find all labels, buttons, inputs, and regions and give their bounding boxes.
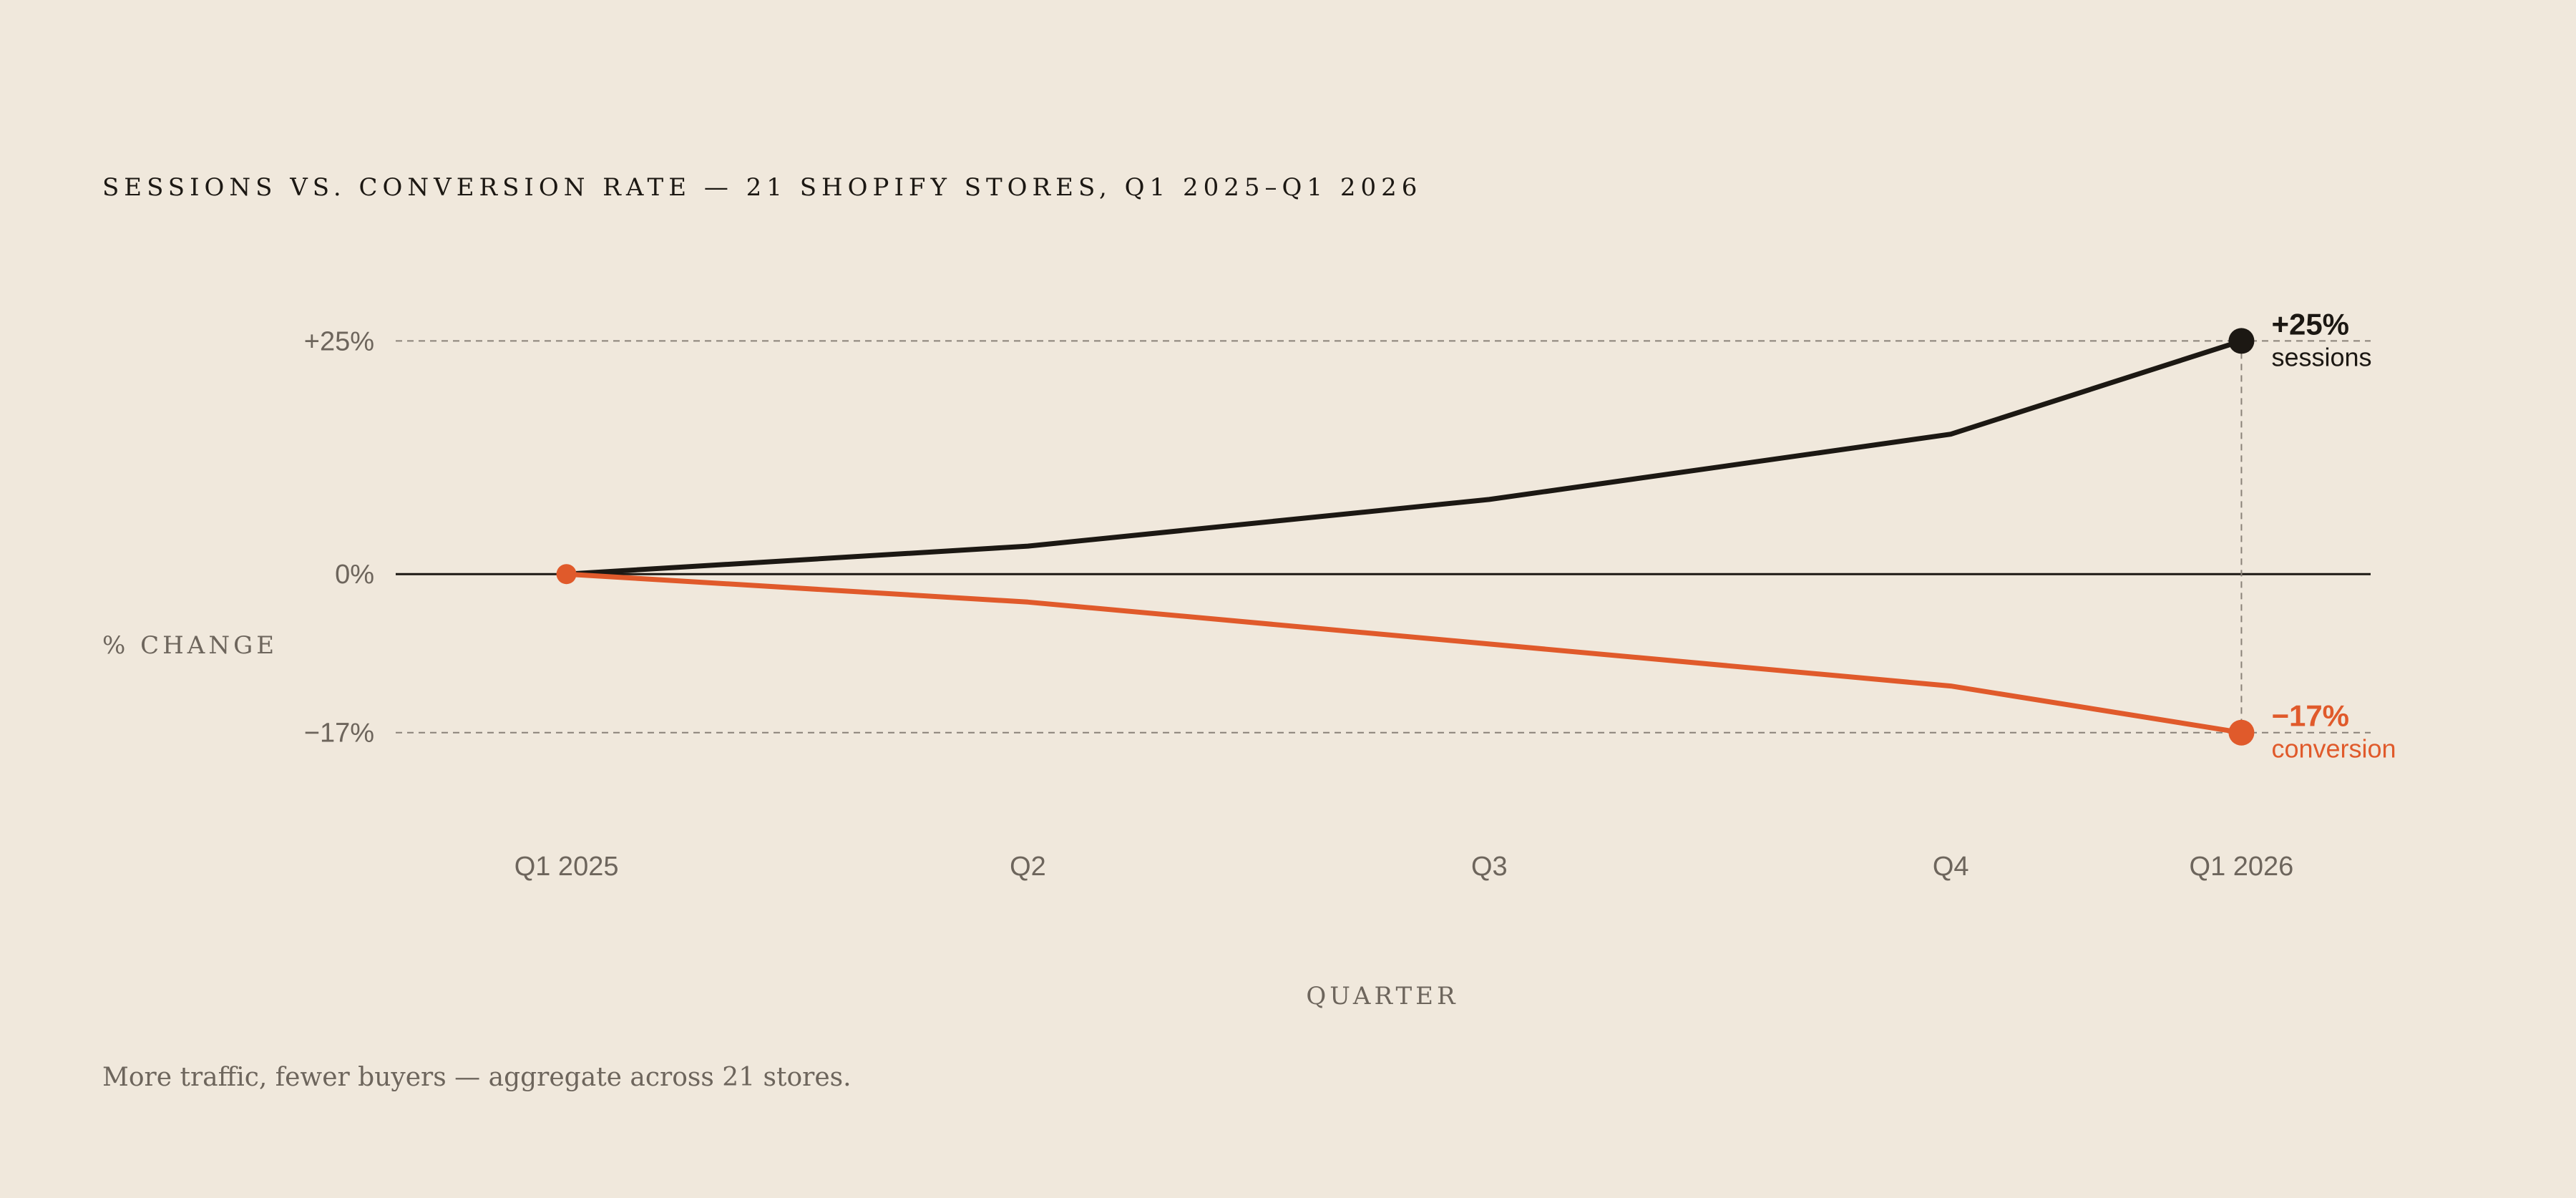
series-line-sessions (564, 338, 2244, 577)
data-point-end-conversion (2228, 719, 2255, 746)
x-tick-label: Q2 (1010, 852, 1046, 882)
y-tick-label: −17% (304, 719, 374, 749)
end-label-name-sessions: sessions (2271, 342, 2371, 371)
x-tick-layer: Q1 2025 Q2 Q3 Q4 Q1 2026 (514, 852, 2294, 882)
end-label-name-conversion: conversion (2271, 734, 2396, 764)
x-axis-label: QUARTER (1306, 982, 1458, 1010)
x-tick-label: Q4 (1933, 852, 1969, 882)
label-layer: +25%sessions −17%conversion (2271, 307, 2396, 763)
chart-caption: More traffic, fewer buyers — aggregate a… (102, 1063, 852, 1092)
end-label-value-sessions: +25% (2271, 307, 2349, 341)
series-layer (556, 328, 2255, 746)
series-line-conversion (564, 571, 2244, 736)
y-tick-label: +25% (304, 326, 374, 356)
x-tick-label: Q3 (1471, 852, 1508, 882)
end-label-value-conversion: −17% (2271, 699, 2349, 733)
y-axis-label: % CHANGE (102, 631, 278, 660)
chart-title: SESSIONS VS. CONVERSION RATE — 21 SHOPIF… (102, 173, 1422, 202)
data-point-start (556, 564, 577, 585)
y-tick-layer: +25% 0% −17% (304, 326, 374, 748)
x-tick-label: Q1 2026 (2190, 852, 2294, 882)
data-point-end-sessions (2228, 328, 2255, 354)
y-tick-label: 0% (335, 560, 374, 590)
grid-layer (396, 340, 2371, 734)
x-tick-label: Q1 2025 (514, 852, 619, 882)
